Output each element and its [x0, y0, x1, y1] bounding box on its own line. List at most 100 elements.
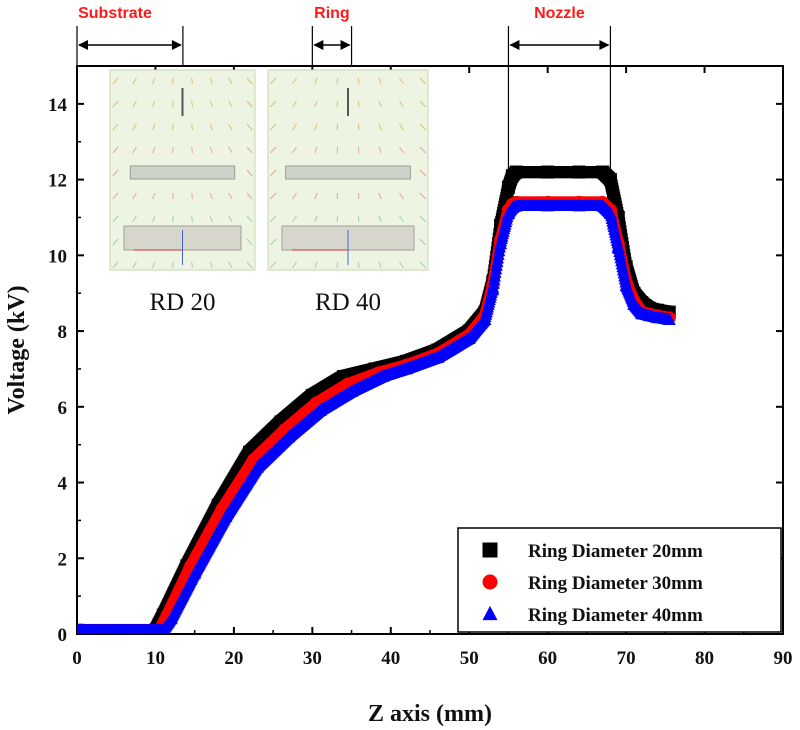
data-point [501, 180, 515, 194]
field-vector [112, 123, 119, 131]
ring-electrode [129, 165, 236, 180]
field-vector [228, 146, 233, 154]
field-vector [172, 100, 174, 108]
field-vector [378, 192, 382, 200]
field-vector [419, 77, 427, 85]
field-vector [132, 123, 137, 131]
field-vector [152, 192, 156, 200]
field-vector [419, 215, 427, 223]
field-vector [378, 77, 382, 85]
field-vector [419, 100, 427, 108]
legend: Ring Diameter 20mm Ring Diameter 30mm Ring… [457, 527, 782, 633]
data-point [650, 310, 664, 324]
arrowhead-left [509, 40, 520, 50]
field-vector [269, 169, 277, 177]
legend-marker [482, 605, 498, 621]
data-point [572, 165, 586, 179]
data-point [282, 430, 296, 443]
field-vector [399, 146, 404, 154]
data-point [219, 509, 233, 522]
region-annotations: Substrate Ring Nozzle [76, 5, 612, 172]
field-vector [191, 77, 193, 85]
data-point [603, 206, 617, 219]
field-vector [112, 192, 119, 200]
field-vector [209, 77, 213, 85]
data-point [188, 566, 202, 579]
y-tick-label: 14 [48, 95, 68, 116]
field-vector [246, 169, 253, 177]
field-vector [419, 123, 427, 131]
field-vector [336, 77, 339, 85]
field-vector [336, 123, 339, 131]
field-vector [246, 146, 253, 154]
data-point [643, 308, 657, 322]
field-vector [269, 77, 277, 85]
field-vector [357, 123, 360, 131]
field-vector [191, 215, 193, 223]
annotation-label: Substrate [78, 5, 152, 22]
field-vector [399, 123, 404, 131]
field-vector [191, 123, 193, 131]
arrowhead-left [313, 40, 324, 50]
field-vector [246, 123, 253, 131]
data-point [164, 611, 178, 625]
x-tick-label: 20 [224, 648, 243, 669]
field-vector [336, 192, 339, 200]
field-vector [209, 261, 213, 269]
field-vector [191, 192, 193, 200]
legend-label: Ring Diameter 20mm [528, 541, 703, 562]
data-point [462, 331, 476, 344]
field-vector [172, 146, 174, 154]
x-axis-title: Z axis (mm) [368, 701, 492, 727]
field-vector [336, 100, 339, 108]
annotation-substrate: Substrate [76, 5, 184, 66]
arrowhead-left [78, 40, 88, 50]
y-tick-label: 0 [58, 625, 68, 646]
data-point [596, 199, 610, 212]
field-vector [152, 100, 156, 108]
annotation-label: Ring [314, 5, 350, 22]
legend-label: Ring Diameter 40mm [528, 605, 703, 626]
field-vector [419, 146, 427, 154]
data-point [376, 369, 390, 382]
data-point [635, 307, 649, 320]
field-vector [112, 100, 119, 108]
field-vector [419, 192, 427, 200]
data-series [77, 165, 676, 634]
annotation-label: Nozzle [534, 5, 585, 22]
field-vector [228, 261, 233, 269]
x-tick-label: 80 [695, 648, 714, 669]
field-vector [419, 169, 427, 177]
arrowhead-right [599, 40, 610, 50]
field-vector [314, 123, 318, 131]
field-vector [152, 261, 156, 269]
field-vector [292, 192, 297, 200]
data-point [494, 236, 508, 250]
field-inset-1: RD 20 [109, 69, 256, 316]
field-vector [399, 215, 404, 223]
field-vector [399, 77, 404, 85]
field-vector [209, 100, 213, 108]
field-vector [292, 100, 297, 108]
data-point [345, 384, 359, 397]
field-vector [314, 100, 318, 108]
field-vector [172, 123, 174, 131]
field-vector [209, 146, 213, 154]
field-simulation-insets: RD 20 RD 40 [109, 69, 429, 316]
field-vector [269, 192, 277, 200]
field-vector [112, 215, 119, 223]
field-vector [314, 77, 318, 85]
field-vector [378, 146, 382, 154]
field-vector [112, 261, 119, 269]
field-vector [172, 261, 174, 269]
field-vector [314, 261, 318, 269]
field-vector [209, 192, 213, 200]
field-vector [172, 215, 174, 223]
field-vector [172, 192, 174, 200]
x-tick-label: 50 [460, 648, 479, 669]
field-vector [172, 77, 174, 85]
field-vector [292, 261, 297, 269]
field-vector [209, 123, 213, 131]
data-point [509, 199, 523, 212]
field-vector [191, 261, 193, 269]
